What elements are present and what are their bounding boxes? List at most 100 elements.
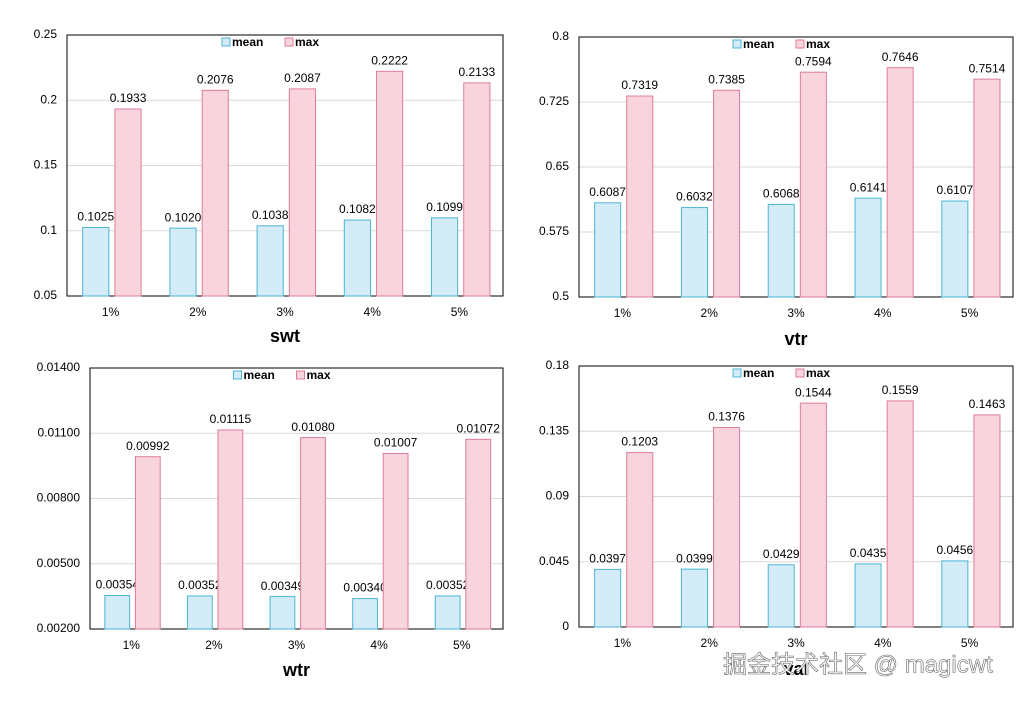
legend-swatch: [795, 39, 805, 49]
x-tick-label: 1%: [102, 305, 120, 319]
x-tick-label: 5%: [451, 305, 469, 319]
value-label: 0.0456: [936, 543, 973, 557]
legend-swatch: [221, 37, 231, 47]
y-tick-label: 0.05: [34, 288, 58, 302]
bar: [376, 70, 404, 297]
value-label: 0.7594: [795, 54, 832, 68]
bar: [269, 596, 296, 630]
y-tick-label: 0.00500: [37, 556, 81, 570]
value-label: 0.0397: [589, 552, 626, 566]
y-tick-label: 0.15: [34, 158, 58, 172]
y-tick-label: 0.00200: [37, 621, 81, 635]
value-label: 0.6087: [589, 185, 626, 199]
value-label: 0.2087: [284, 71, 321, 85]
x-tick-label: 5%: [961, 306, 979, 320]
bar: [941, 560, 969, 628]
value-label: 0.2076: [197, 73, 234, 87]
legend-label: max: [295, 35, 319, 49]
value-label: 0.6032: [676, 190, 713, 204]
value-label: 0.1099: [426, 200, 463, 214]
x-tick-label: 3%: [787, 306, 805, 320]
bar: [434, 595, 461, 630]
bar: [352, 598, 378, 630]
value-label: 0.01007: [374, 436, 418, 450]
bar: [886, 400, 914, 628]
value-label: 0.00352: [178, 578, 222, 592]
legend-swatch: [732, 368, 742, 378]
y-tick-label: 0.18: [546, 358, 570, 372]
bar: [256, 225, 284, 297]
value-label: 0.7385: [708, 72, 745, 86]
x-tick-label: 4%: [370, 638, 388, 652]
value-label: 0.7646: [882, 50, 919, 64]
legend-label: mean: [743, 37, 774, 51]
bar: [626, 95, 654, 298]
value-label: 0.0435: [850, 546, 887, 560]
bar: [300, 437, 326, 630]
y-tick-label: 0.65: [546, 159, 570, 173]
watermark: 掘金技术社区 @ magicwt: [723, 651, 993, 678]
y-tick-label: 0.5: [552, 289, 569, 303]
bar: [594, 202, 622, 298]
bar: [626, 452, 654, 628]
x-tick-label: 1%: [614, 306, 632, 320]
value-label: 0.01080: [291, 420, 335, 434]
value-label: 0.1933: [110, 91, 147, 105]
bar: [713, 89, 741, 298]
y-tick-label: 0.575: [539, 224, 569, 238]
value-label: 0.01115: [210, 412, 252, 426]
legend-label: mean: [743, 366, 774, 380]
bar: [941, 200, 969, 298]
value-label: 0.7319: [621, 78, 658, 92]
bar: [430, 217, 459, 297]
x-tick-label: 3%: [288, 638, 306, 652]
legend-swatch: [284, 37, 294, 47]
legend-swatch: [732, 39, 742, 49]
x-tick-label: 5%: [453, 638, 471, 652]
y-tick-label: 0: [562, 619, 569, 633]
bar: [854, 197, 882, 298]
value-label: 0.00354: [96, 578, 140, 592]
x-tick-label: 4%: [874, 306, 892, 320]
bar: [343, 219, 371, 297]
x-tick-label: 2%: [205, 638, 223, 652]
value-label: 0.00352: [426, 578, 470, 592]
legend-label: mean: [232, 35, 263, 49]
value-label: 0.7514: [969, 61, 1006, 75]
value-label: 0.1020: [165, 210, 202, 224]
chart-title: val: [783, 659, 808, 679]
bar: [854, 563, 882, 628]
chart-title: wtr: [282, 660, 310, 680]
value-label: 0.6068: [763, 187, 800, 201]
bar: [465, 438, 492, 630]
value-label: 0.1038: [252, 208, 289, 222]
value-label: 0.1463: [969, 397, 1006, 411]
bar: [382, 452, 409, 630]
bar: [799, 71, 827, 298]
bar: [104, 595, 131, 630]
legend-label: mean: [244, 368, 275, 382]
bar: [886, 67, 914, 298]
bar: [201, 89, 229, 297]
bar: [973, 78, 1001, 298]
bar: [767, 203, 795, 298]
x-tick-label: 4%: [364, 305, 382, 319]
x-tick-label: 1%: [614, 636, 632, 650]
bar: [680, 568, 708, 628]
bar: [767, 564, 795, 628]
legend-label: max: [307, 368, 331, 382]
x-tick-label: 5%: [961, 636, 979, 650]
value-label: 0.0399: [676, 551, 713, 565]
bar: [680, 207, 708, 298]
legend-swatch: [296, 370, 305, 380]
x-tick-label: 1%: [123, 638, 141, 652]
legend-swatch: [795, 368, 805, 378]
x-tick-label: 3%: [276, 305, 294, 319]
chart-title: vtr: [784, 329, 807, 349]
value-label: 0.00349: [261, 579, 305, 593]
value-label: 0.1082: [339, 202, 376, 216]
value-label: 0.6141: [850, 180, 887, 194]
y-tick-label: 0.725: [539, 94, 569, 108]
y-tick-label: 0.25: [34, 27, 58, 41]
